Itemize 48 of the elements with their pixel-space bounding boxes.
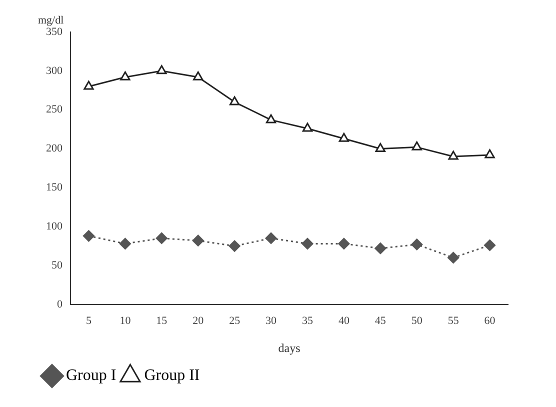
point xyxy=(156,65,167,74)
x-tick-label: 30 xyxy=(266,314,278,327)
point xyxy=(484,240,496,251)
point xyxy=(192,234,204,246)
y-tick-label: 250 xyxy=(46,104,63,116)
y-tick-label: 0 xyxy=(57,298,63,310)
x-tick-label: 35 xyxy=(302,314,314,327)
x-tick-label: 45 xyxy=(374,314,386,327)
point xyxy=(156,232,168,244)
point xyxy=(193,71,204,80)
x-axis-title: days xyxy=(278,340,301,355)
x-tick-label: 25 xyxy=(229,314,241,327)
y-tick-label: 150 xyxy=(46,182,63,194)
point xyxy=(266,114,276,124)
point xyxy=(265,232,277,244)
point xyxy=(302,238,314,250)
x-tick-label: 20 xyxy=(192,314,204,327)
point xyxy=(448,252,460,264)
point xyxy=(338,238,350,250)
point xyxy=(302,122,313,132)
point xyxy=(484,149,495,158)
x-tick-label: 5 xyxy=(86,314,92,327)
legend-label: Group I xyxy=(66,367,116,384)
x-tick-label: 60 xyxy=(484,314,496,327)
y-tick-label: 300 xyxy=(46,64,63,77)
point xyxy=(411,238,423,250)
point xyxy=(228,240,240,252)
point xyxy=(412,141,422,150)
y-tick-label: 200 xyxy=(46,142,63,155)
y-tick-label: 50 xyxy=(52,259,63,272)
x-tick-label: 10 xyxy=(120,314,132,327)
x-tick-label: 15 xyxy=(156,314,168,327)
legend-label: Group II xyxy=(144,367,200,384)
point xyxy=(375,142,386,152)
y-axis-title: mg/dl xyxy=(38,14,64,26)
point xyxy=(120,71,130,80)
point xyxy=(82,230,94,242)
point xyxy=(229,96,240,106)
x-tick-label: 50 xyxy=(411,314,423,327)
point xyxy=(448,150,458,160)
point xyxy=(338,132,350,142)
y-tick-label: 350 xyxy=(46,26,63,38)
x-tick-label: 55 xyxy=(448,314,460,327)
point xyxy=(84,80,94,90)
y-tick-label: 100 xyxy=(46,220,63,232)
x-tick-label: 40 xyxy=(338,314,350,327)
point xyxy=(374,242,386,254)
point xyxy=(119,238,131,250)
